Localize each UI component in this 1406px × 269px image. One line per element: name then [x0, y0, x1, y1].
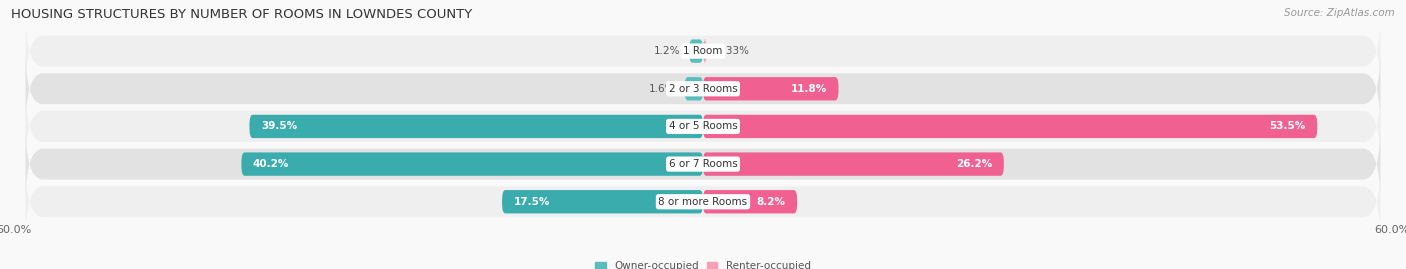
FancyBboxPatch shape	[703, 190, 797, 213]
FancyBboxPatch shape	[703, 115, 1317, 138]
Text: 0.33%: 0.33%	[716, 46, 749, 56]
Text: 40.2%: 40.2%	[253, 159, 290, 169]
FancyBboxPatch shape	[703, 77, 838, 100]
Text: 4 or 5 Rooms: 4 or 5 Rooms	[669, 121, 737, 132]
FancyBboxPatch shape	[25, 85, 1381, 168]
Text: 1 Room: 1 Room	[683, 46, 723, 56]
Text: 53.5%: 53.5%	[1270, 121, 1306, 132]
Legend: Owner-occupied, Renter-occupied: Owner-occupied, Renter-occupied	[591, 257, 815, 269]
Text: 2 or 3 Rooms: 2 or 3 Rooms	[669, 84, 737, 94]
Text: 8.2%: 8.2%	[756, 197, 786, 207]
Text: HOUSING STRUCTURES BY NUMBER OF ROOMS IN LOWNDES COUNTY: HOUSING STRUCTURES BY NUMBER OF ROOMS IN…	[11, 8, 472, 21]
FancyBboxPatch shape	[25, 161, 1381, 243]
FancyBboxPatch shape	[703, 40, 707, 63]
Text: 11.8%: 11.8%	[790, 84, 827, 94]
FancyBboxPatch shape	[689, 40, 703, 63]
Text: Source: ZipAtlas.com: Source: ZipAtlas.com	[1284, 8, 1395, 18]
FancyBboxPatch shape	[249, 115, 703, 138]
Text: 39.5%: 39.5%	[262, 121, 297, 132]
Text: 1.6%: 1.6%	[650, 84, 675, 94]
FancyBboxPatch shape	[25, 10, 1381, 92]
Text: 8 or more Rooms: 8 or more Rooms	[658, 197, 748, 207]
Text: 6 or 7 Rooms: 6 or 7 Rooms	[669, 159, 737, 169]
Text: 17.5%: 17.5%	[513, 197, 550, 207]
FancyBboxPatch shape	[242, 153, 703, 176]
FancyBboxPatch shape	[703, 153, 1004, 176]
Text: 1.2%: 1.2%	[654, 46, 681, 56]
FancyBboxPatch shape	[25, 123, 1381, 205]
FancyBboxPatch shape	[25, 48, 1381, 130]
FancyBboxPatch shape	[502, 190, 703, 213]
Text: 26.2%: 26.2%	[956, 159, 993, 169]
FancyBboxPatch shape	[685, 77, 703, 100]
